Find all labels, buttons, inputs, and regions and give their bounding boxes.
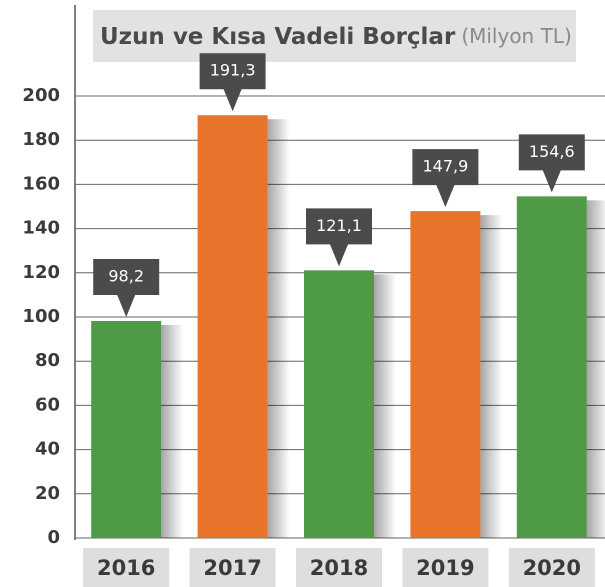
- bar-shadow: [267, 119, 290, 539]
- y-tick-label: 0: [47, 527, 60, 548]
- value-label-box: [518, 134, 585, 193]
- bar-shadow: [374, 274, 396, 538]
- bar: [516, 196, 587, 539]
- y-tick-label: 40: [35, 439, 60, 460]
- value-label-box: [199, 53, 266, 112]
- value-label: 154,6: [529, 142, 575, 161]
- y-tick-label: 60: [35, 394, 60, 415]
- value-label-box: [306, 208, 372, 267]
- y-tick-label: 120: [22, 262, 60, 283]
- bar: [304, 270, 374, 538]
- x-tick-label: 2020: [523, 556, 581, 580]
- bar-shadow: [161, 324, 184, 538]
- bar: [410, 211, 481, 539]
- y-tick-label: 20: [35, 483, 60, 504]
- bar: [197, 115, 268, 539]
- bar-shadow: [480, 215, 503, 539]
- chart-title: Uzun ve Kısa Vadeli Borçlar (Milyon TL): [100, 24, 572, 50]
- category-box: [83, 548, 170, 587]
- y-tick-label: 80: [35, 350, 60, 371]
- y-tick-label: 140: [22, 218, 60, 239]
- title-box: [93, 10, 576, 62]
- value-label-box: [93, 258, 160, 317]
- bar: [91, 320, 162, 538]
- value-label: 121,1: [316, 216, 362, 235]
- category-box: [296, 548, 382, 587]
- x-tick-label: 2018: [310, 556, 368, 580]
- x-tick-label: 2016: [97, 556, 155, 580]
- value-label: 147,9: [422, 157, 468, 176]
- category-box: [189, 548, 276, 587]
- y-tick-label: 180: [22, 129, 60, 150]
- value-label-box: [412, 149, 479, 208]
- category-box: [402, 548, 489, 587]
- category-box: [508, 548, 595, 587]
- value-label: 191,3: [210, 61, 256, 80]
- bar-shadow: [586, 200, 605, 539]
- y-tick-label: 160: [22, 173, 60, 194]
- x-tick-label: 2019: [416, 556, 474, 580]
- y-tick-label: 200: [22, 85, 60, 106]
- x-tick-label: 2017: [203, 556, 261, 580]
- value-label: 98,2: [108, 266, 144, 285]
- y-tick-label: 100: [22, 306, 60, 327]
